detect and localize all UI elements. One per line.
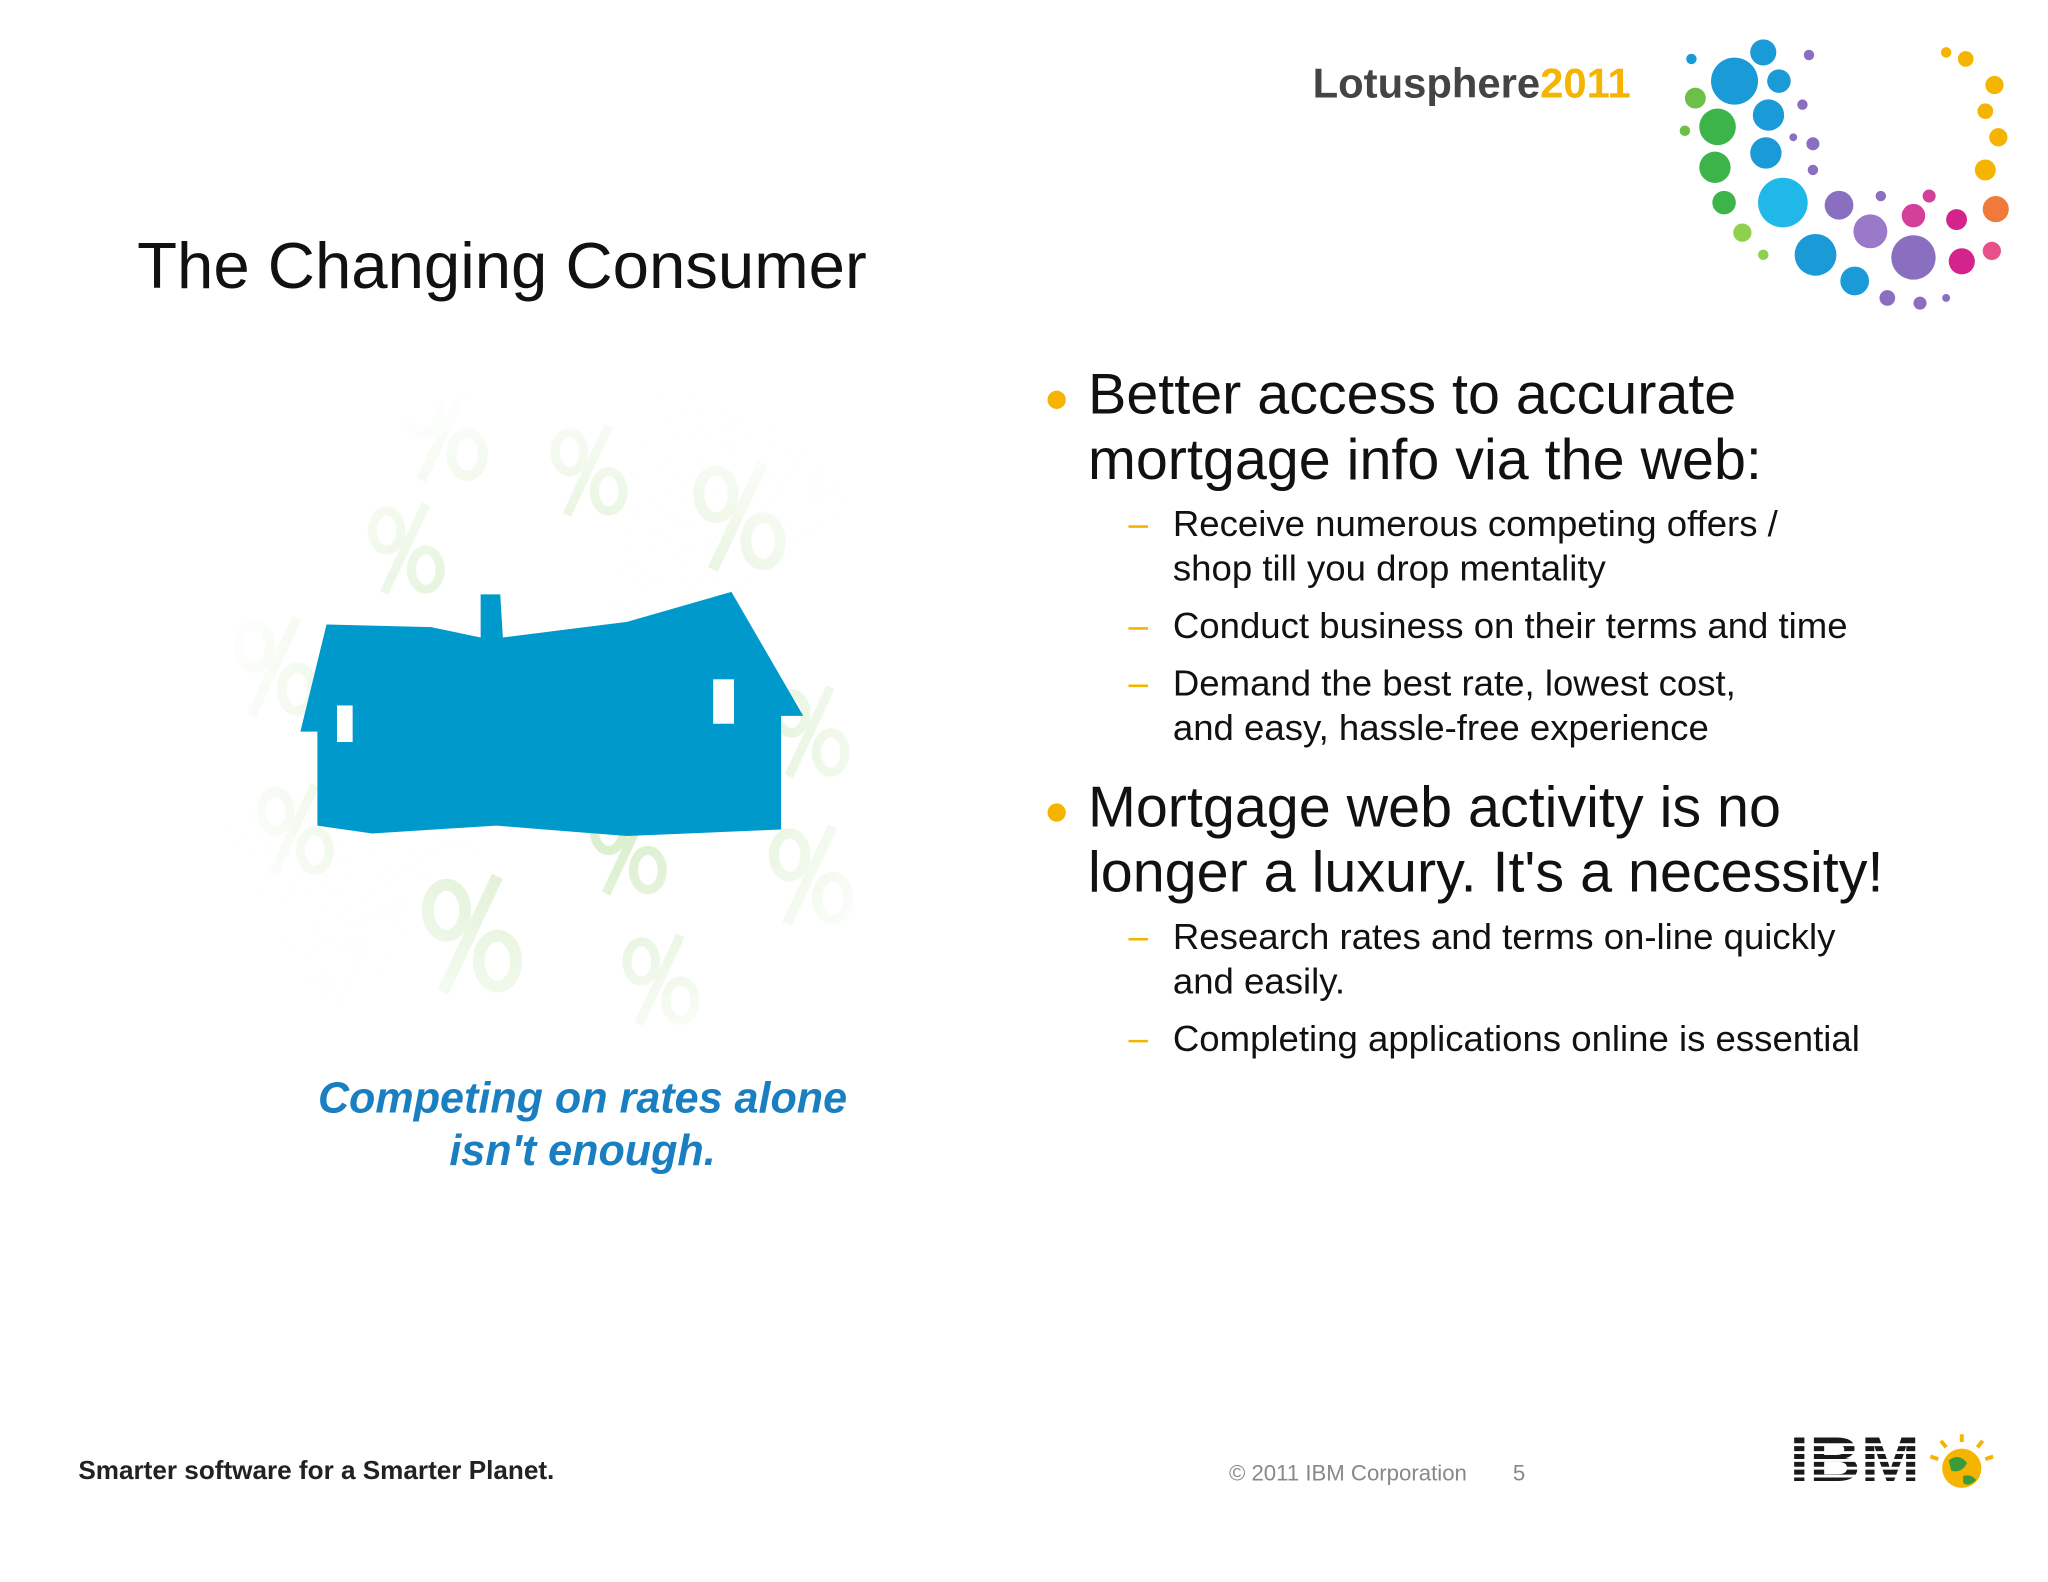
- sub-bullet-text: Completing applications online is essent…: [1173, 1018, 1860, 1059]
- page-number: 5: [1513, 1461, 1525, 1486]
- logo-dot: [1853, 214, 1888, 249]
- logo-text: Lotusphere2011: [1313, 59, 1631, 106]
- logo-dot: [1901, 203, 1926, 228]
- logo-dot: [1922, 189, 1936, 203]
- logo-dot: [1989, 128, 2008, 147]
- sub-bullet-text: Conduct business on their terms and time: [1173, 605, 1848, 646]
- logo-dot: [1957, 51, 1974, 67]
- logo-dot: [1758, 249, 1769, 261]
- illustration: [208, 365, 941, 1098]
- logo-dot: [1794, 233, 1837, 276]
- logo-dot: [1879, 290, 1896, 306]
- content: Lotusphere2011 The Changing Consumer Sma…: [78, 59, 1994, 1495]
- logo-dot: [1974, 159, 1996, 181]
- footer-tagline: Smarter software for a Smarter Planet.: [78, 1455, 554, 1485]
- logo-dot: [1789, 133, 1798, 142]
- logo-year: 2011: [1540, 59, 1631, 106]
- logo-dot: [1824, 190, 1854, 220]
- logo-dot: [1712, 190, 1736, 215]
- bullet-text: Better access to accurate: [1088, 363, 1736, 427]
- logo-dot: [1797, 99, 1808, 110]
- logo-dot: [1840, 266, 1870, 296]
- logo-dot: [1913, 296, 1927, 310]
- logo-dot: [1679, 125, 1691, 136]
- logo-dot: [1982, 241, 2001, 261]
- logo-dot: [1752, 99, 1785, 131]
- logo-dot: [1803, 49, 1815, 61]
- logo-dot: [1977, 103, 1994, 119]
- logo-dot: [1758, 177, 1808, 228]
- logo-dot: [1750, 137, 1782, 169]
- footer-copyright: © 2011 IBM Corporation: [1229, 1461, 1467, 1486]
- bullet-dot: [1047, 390, 1066, 409]
- logo-dot: [1891, 235, 1936, 280]
- logo-dot: [1767, 69, 1791, 93]
- logo-dot: [1875, 190, 1887, 202]
- logo-dot: [1684, 87, 1706, 109]
- bullet-text: Mortgage web activity is no: [1088, 775, 1781, 839]
- ibm-logo: IBM: [1782, 1425, 1994, 1495]
- logo-dot: [1699, 151, 1731, 183]
- logo-dot: [1750, 39, 1777, 66]
- logo-dot: [1948, 248, 1975, 275]
- logo-dot: [1940, 47, 1952, 58]
- bullet-text: longer a luxury. It's a necessity!: [1088, 841, 1883, 905]
- logo-dot: [1942, 294, 1951, 302]
- caption-text: isn't enough.: [449, 1127, 715, 1175]
- sub-bullet-text: and easily.: [1173, 960, 1345, 1001]
- sub-bullet-text: and easy, hassle-free experience: [1173, 707, 1709, 748]
- bullet-text: mortgage info via the web:: [1088, 428, 1762, 492]
- sub-bullet-text: Receive numerous competing offers /: [1173, 503, 1779, 544]
- sub-bullet-text: Demand the best rate, lowest cost,: [1173, 663, 1736, 704]
- logo-dots: [1679, 39, 2009, 310]
- slide-title: The Changing Consumer: [137, 229, 867, 302]
- logo-dot: [1711, 57, 1759, 105]
- logo-dot: [1807, 164, 1819, 176]
- logo-dot: [1806, 137, 1820, 151]
- sub-bullet-text: Research rates and terms on-line quickly: [1173, 916, 1836, 957]
- logo-dot: [1985, 75, 2004, 95]
- caption-text: Competing on rates alone: [318, 1075, 847, 1123]
- logo-dot: [1686, 53, 1697, 65]
- bullet-dot: [1047, 803, 1066, 822]
- logo-dot: [1733, 223, 1752, 242]
- logo-word: Lotusphere: [1313, 59, 1541, 106]
- sub-bullet-text: shop till you drop mentality: [1173, 548, 1607, 589]
- logo-dot: [1946, 209, 1968, 231]
- logo-dot: [1699, 108, 1736, 146]
- logo-dot: [1982, 196, 2009, 223]
